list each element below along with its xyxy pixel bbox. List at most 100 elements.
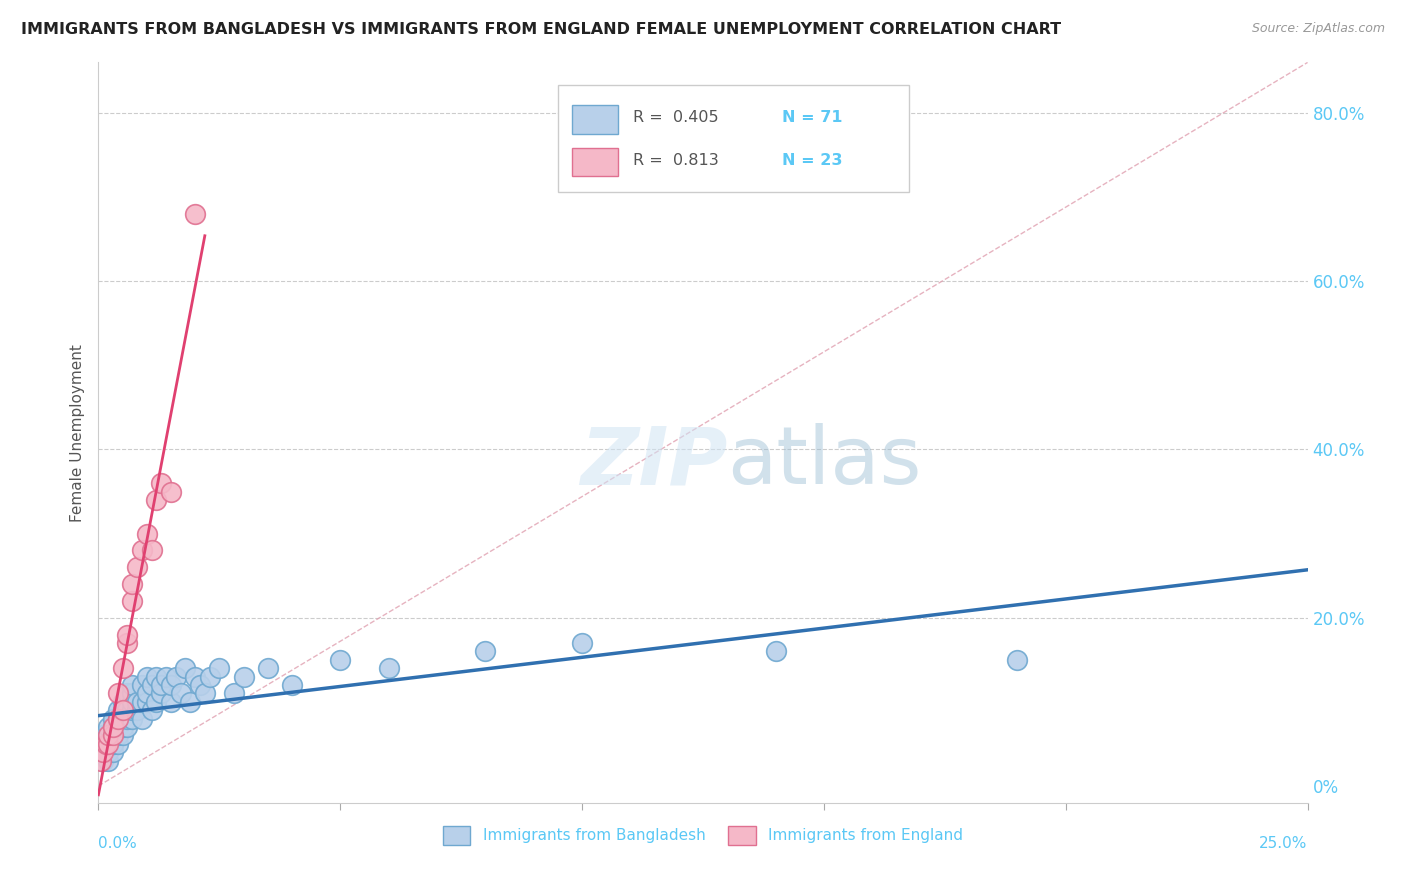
Point (111, 712, 134, 726)
Point (160, 695, 183, 709)
Point (101, 712, 124, 726)
Point (155, 670, 177, 684)
Point (97, 729, 120, 743)
Point (117, 720, 139, 734)
Point (111, 695, 134, 709)
Point (121, 678, 143, 692)
Text: R =  0.405: R = 0.405 (633, 111, 718, 126)
Point (97, 737, 120, 751)
Text: Source: ZipAtlas.com: Source: ZipAtlas.com (1251, 22, 1385, 36)
Point (101, 729, 124, 743)
Text: 0.0%: 0.0% (98, 836, 138, 851)
Point (111, 729, 134, 743)
Point (131, 543, 153, 558)
Y-axis label: Female Unemployment: Female Unemployment (69, 343, 84, 522)
Point (91, 729, 114, 743)
Point (91, 745, 114, 759)
Point (141, 678, 163, 692)
Point (117, 686, 139, 700)
Point (107, 712, 129, 726)
Point (90, 745, 112, 759)
Point (150, 686, 173, 700)
Point (179, 695, 201, 709)
Point (208, 661, 231, 675)
Point (101, 745, 124, 759)
Point (150, 678, 173, 692)
Point (184, 207, 207, 221)
Point (121, 686, 143, 700)
Point (141, 703, 163, 717)
Point (111, 720, 134, 734)
Legend: Immigrants from Bangladesh, Immigrants from England: Immigrants from Bangladesh, Immigrants f… (437, 820, 969, 851)
Point (150, 476, 173, 491)
Text: N = 71: N = 71 (782, 111, 842, 126)
Bar (572, 105, 619, 134)
Point (97, 745, 120, 759)
Point (117, 703, 139, 717)
Point (765, 644, 787, 658)
Point (174, 661, 197, 675)
Text: R =  0.813: R = 0.813 (633, 153, 718, 169)
Point (121, 577, 143, 591)
Point (111, 703, 134, 717)
Point (188, 678, 211, 692)
Point (107, 686, 129, 700)
Point (169, 686, 191, 700)
Point (121, 594, 143, 608)
Text: ZIP: ZIP (579, 423, 727, 501)
Point (127, 695, 149, 709)
Point (91, 754, 114, 768)
Point (91, 737, 114, 751)
Text: IMMIGRANTS FROM BANGLADESH VS IMMIGRANTS FROM ENGLAND FEMALE UNEMPLOYMENT CORREL: IMMIGRANTS FROM BANGLADESH VS IMMIGRANTS… (21, 22, 1062, 37)
Point (135, 686, 157, 700)
Point (90, 754, 112, 768)
Point (281, 678, 304, 692)
Point (94, 745, 117, 759)
Point (198, 670, 221, 684)
Point (107, 712, 129, 726)
Point (222, 686, 245, 700)
Point (97, 754, 120, 768)
Point (131, 712, 153, 726)
Point (145, 670, 167, 684)
Point (256, 661, 278, 675)
Point (107, 737, 129, 751)
Point (111, 703, 134, 717)
Point (117, 636, 139, 650)
Point (145, 695, 167, 709)
Point (97, 737, 120, 751)
Point (121, 703, 143, 717)
Point (101, 737, 124, 751)
Point (571, 636, 593, 650)
Point (107, 720, 129, 734)
Point (135, 526, 157, 541)
Point (107, 703, 129, 717)
Point (127, 560, 149, 574)
Point (97, 720, 120, 734)
Point (101, 720, 124, 734)
Point (121, 712, 143, 726)
Text: atlas: atlas (727, 423, 921, 501)
Point (1007, 653, 1029, 667)
Point (111, 661, 134, 675)
Point (121, 695, 143, 709)
Point (135, 695, 157, 709)
Bar (572, 148, 619, 177)
Point (101, 729, 124, 743)
Text: 25.0%: 25.0% (1260, 836, 1308, 851)
Point (131, 678, 153, 692)
Point (145, 492, 167, 507)
Point (94, 737, 117, 751)
Point (127, 703, 149, 717)
Point (329, 653, 352, 667)
Point (160, 678, 183, 692)
Text: N = 23: N = 23 (782, 153, 842, 169)
FancyBboxPatch shape (558, 85, 908, 192)
Point (101, 737, 124, 751)
Point (117, 712, 139, 726)
Point (377, 661, 399, 675)
Point (101, 720, 124, 734)
Point (131, 695, 153, 709)
Point (232, 670, 254, 684)
Point (474, 644, 496, 658)
